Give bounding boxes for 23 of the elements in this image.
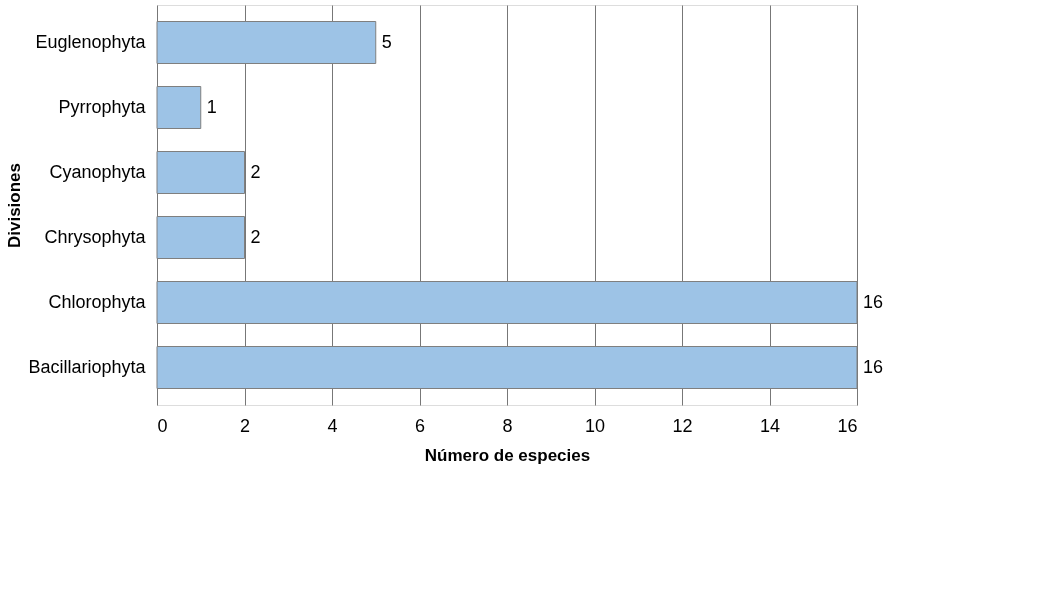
x-tick-label: 12: [672, 415, 693, 436]
y-tick-label: Chrysophyta: [44, 227, 147, 247]
x-tick-label: 10: [584, 415, 606, 436]
data-label: 2: [250, 226, 261, 247]
y-tick-label: Pyrrophyta: [58, 97, 147, 117]
data-label: 5: [381, 31, 392, 52]
data-label: 16: [863, 291, 884, 312]
data-label: 16: [863, 356, 884, 377]
y-tick-label: Bacillariophyta: [28, 357, 147, 377]
data-label: 2: [250, 161, 261, 182]
x-tick-label: 0: [157, 415, 168, 436]
x-tick-label: 8: [502, 415, 513, 436]
x-axis-title: Número de especies: [424, 445, 591, 465]
x-tick-label: 4: [327, 415, 338, 436]
x-tick-label: 16: [837, 415, 858, 436]
y-tick-label: Euglenophyta: [35, 32, 147, 52]
y-tick-label: Chlorophyta: [48, 292, 147, 312]
x-tick-label: 6: [414, 415, 426, 436]
y-tick-label: Cyanophyta: [49, 162, 147, 182]
y-axis-title: Divisiones: [5, 162, 25, 249]
x-tick-label: 14: [759, 415, 781, 436]
data-label: 1: [206, 96, 217, 117]
x-tick-label: 2: [239, 415, 251, 436]
